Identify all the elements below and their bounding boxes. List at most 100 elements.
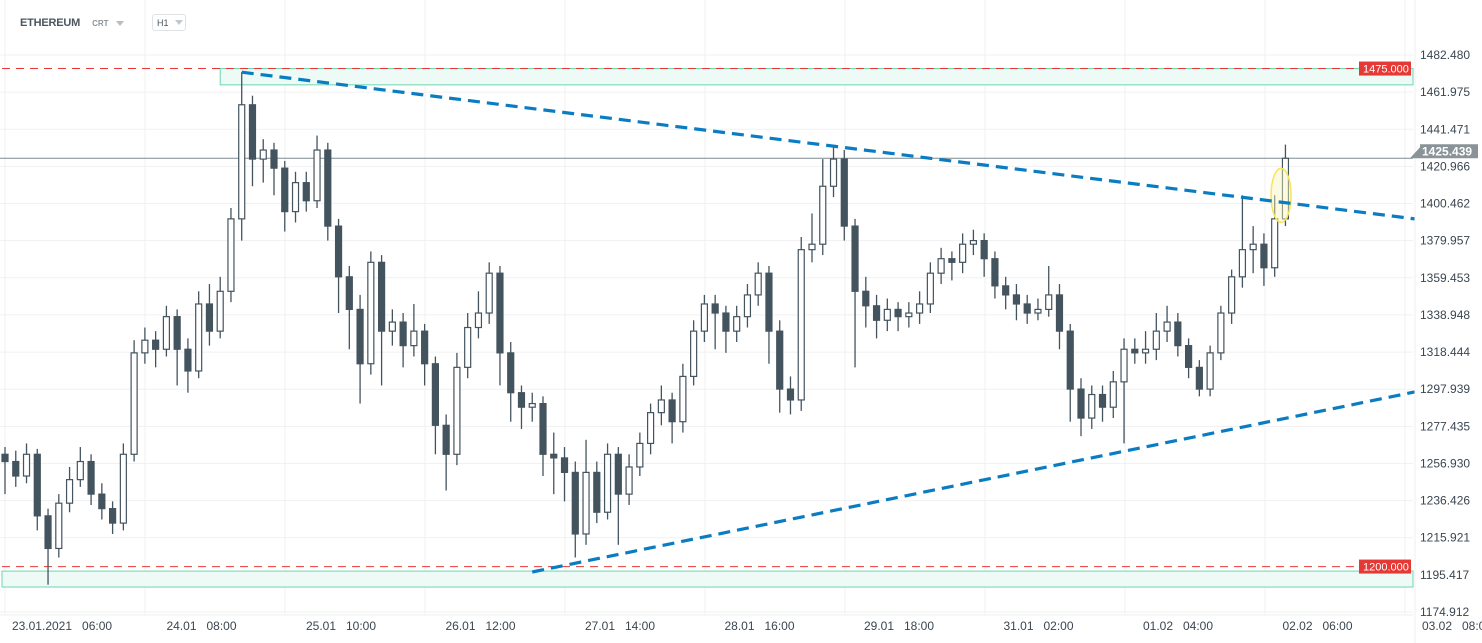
candle-body bbox=[65, 479, 74, 504]
candle-body bbox=[905, 312, 913, 318]
candle-body bbox=[765, 272, 773, 332]
candle-body bbox=[625, 466, 633, 495]
current-price-label: 1425.439 bbox=[1422, 144, 1472, 158]
candle-body bbox=[496, 272, 504, 354]
trendline bbox=[531, 390, 1415, 574]
candle-body bbox=[840, 158, 848, 227]
candle-body bbox=[388, 321, 396, 332]
candle-body bbox=[421, 330, 429, 365]
candle-body bbox=[12, 460, 20, 477]
market-selector[interactable]: CRT bbox=[92, 18, 109, 28]
y-tick-label: 1318.444 bbox=[1420, 345, 1470, 359]
candle-body bbox=[657, 399, 665, 414]
candle-body bbox=[195, 303, 203, 372]
candle-body bbox=[722, 312, 730, 332]
candle-body bbox=[1098, 393, 1107, 408]
candle-body bbox=[216, 290, 224, 332]
y-tick-label: 1482.480 bbox=[1420, 48, 1470, 62]
x-tick-label: 01.02 04:00 bbox=[1143, 619, 1213, 633]
candle-body bbox=[291, 182, 300, 213]
candle-body bbox=[528, 402, 536, 408]
y-tick-label: 1441.471 bbox=[1420, 122, 1470, 136]
y-tick-label: 1174.912 bbox=[1420, 605, 1469, 619]
candle-body bbox=[410, 330, 418, 347]
candle-body bbox=[1249, 243, 1257, 251]
candle-body bbox=[829, 158, 838, 187]
candle-body bbox=[786, 388, 795, 401]
candle-body bbox=[119, 453, 127, 524]
trendline bbox=[241, 70, 1415, 221]
x-tick-label: 24.01 08:00 bbox=[166, 619, 236, 633]
y-tick-label: 1195.417 bbox=[1420, 568, 1469, 582]
candle-body bbox=[44, 515, 52, 550]
candle-body bbox=[614, 453, 622, 495]
candle-body bbox=[711, 303, 719, 314]
candle-body bbox=[646, 412, 655, 445]
symbol-label: ETHEREUM bbox=[20, 17, 81, 29]
chart-header: ETHEREUM CRT bbox=[20, 14, 124, 32]
y-tick-label: 1236.426 bbox=[1420, 494, 1470, 508]
candle-body bbox=[399, 321, 407, 347]
candle-body bbox=[1174, 321, 1182, 347]
candle-body bbox=[1131, 348, 1139, 354]
candle-body bbox=[1238, 249, 1247, 278]
candle-body bbox=[108, 508, 117, 524]
candle-body bbox=[1163, 321, 1171, 332]
candle-body bbox=[367, 261, 375, 365]
y-tick-label: 1379.957 bbox=[1420, 234, 1470, 248]
timeframe-label: H1 bbox=[157, 17, 169, 28]
support-resistance-zone bbox=[1, 570, 1414, 588]
candle-body bbox=[1271, 218, 1279, 269]
candle-body bbox=[474, 312, 483, 329]
candle-body bbox=[1228, 276, 1236, 314]
x-tick-label: 29.01 18:00 bbox=[864, 619, 934, 633]
candle-body bbox=[776, 330, 784, 390]
candle-body bbox=[141, 339, 149, 354]
current-price-tag bbox=[1410, 144, 1478, 159]
candle-body bbox=[980, 239, 988, 260]
candle-body bbox=[1088, 393, 1096, 419]
candle-body bbox=[743, 294, 752, 318]
y-tick-label: 1461.975 bbox=[1420, 85, 1470, 99]
candle-body bbox=[464, 326, 472, 368]
y-tick-label: 1400.462 bbox=[1420, 197, 1470, 211]
candle-body bbox=[636, 442, 644, 468]
candle-body bbox=[571, 471, 579, 535]
candle-body bbox=[582, 471, 590, 535]
candle-body bbox=[302, 182, 310, 202]
candle-body bbox=[560, 457, 569, 473]
candle-body bbox=[1066, 330, 1074, 390]
highlight-ellipse bbox=[1270, 167, 1292, 224]
candle-body bbox=[238, 104, 246, 220]
x-tick-label: 26.01 12:00 bbox=[445, 619, 515, 633]
candle-body bbox=[872, 305, 881, 321]
candle-body bbox=[1152, 330, 1160, 350]
candle-body bbox=[733, 316, 741, 332]
candle-body bbox=[453, 366, 461, 455]
y-tick-label: 1420.966 bbox=[1420, 159, 1470, 173]
y-tick-label: 1359.453 bbox=[1420, 271, 1470, 285]
level-price-tag bbox=[1359, 61, 1411, 76]
candle-body bbox=[324, 149, 332, 227]
chevron-down-icon[interactable] bbox=[115, 20, 124, 26]
candle-body bbox=[33, 453, 41, 517]
candle-body bbox=[894, 308, 902, 318]
candle-body bbox=[1002, 285, 1010, 296]
x-tick-label: 27.01 14:00 bbox=[585, 619, 655, 633]
candle-body bbox=[1120, 348, 1128, 383]
timeframe-selector[interactable]: H1 bbox=[152, 14, 186, 31]
candle-body bbox=[1077, 388, 1085, 419]
candle-body bbox=[1034, 308, 1042, 314]
candle-body bbox=[593, 471, 601, 513]
candle-body bbox=[205, 303, 214, 332]
x-tick-label: 25.01 10:00 bbox=[306, 619, 376, 633]
candle-body bbox=[550, 453, 558, 459]
candle-body bbox=[948, 258, 956, 263]
y-tick-label: 1215.921 bbox=[1420, 531, 1470, 545]
candle-body bbox=[797, 249, 805, 401]
candle-body bbox=[1184, 345, 1193, 368]
candle-body bbox=[937, 258, 945, 274]
candle-body bbox=[76, 460, 84, 481]
candle-body bbox=[1045, 294, 1053, 311]
